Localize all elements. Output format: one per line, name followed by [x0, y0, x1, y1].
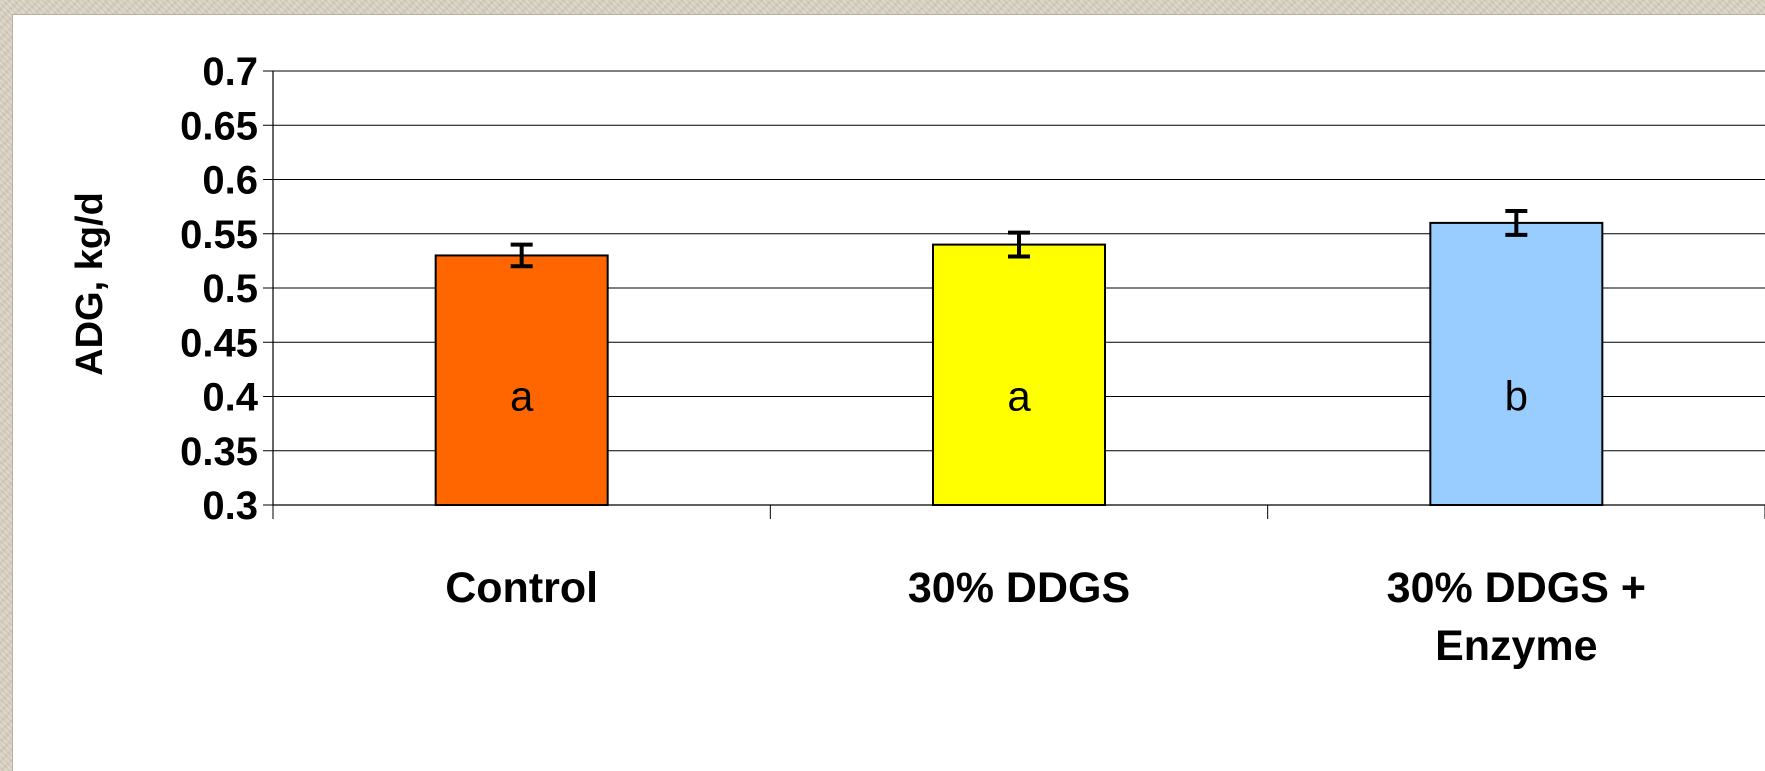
y-tick-label: 0.4: [202, 376, 258, 420]
chart-panel: 0.3 0.35 0.4 0.45 0.5 0.55 0.6 0.65 0.7 a a b Cont…: [12, 14, 1765, 771]
bar: [1429, 221, 1604, 506]
significance-letter: b: [1505, 373, 1528, 420]
x-category-label: Enzyme: [1435, 622, 1598, 670]
y-tick-label: 0.3: [202, 484, 258, 528]
significance-letter: a: [510, 373, 534, 420]
x-category-label: Control: [445, 564, 598, 612]
significance-letter: a: [1007, 373, 1031, 420]
x-category-label: 30% DDGS: [908, 564, 1130, 612]
y-axis-label: ADG, kg/d: [69, 192, 111, 376]
x-category-labels: Control 30% DDGS 30% DDGS + Enzyme: [445, 564, 1646, 670]
y-tick-label: 0.35: [180, 430, 258, 474]
bar: [932, 243, 1106, 506]
y-tick-label: 0.7: [202, 50, 258, 94]
bar-chart: 0.3 0.35 0.4 0.45 0.5 0.55 0.6 0.65 0.7 a a b Cont…: [69, 50, 1765, 670]
x-category-label: 30% DDGS +: [1387, 564, 1646, 612]
y-tick-label: 0.5: [202, 267, 258, 311]
y-tick-label: 0.55: [180, 213, 258, 257]
y-tick-label: 0.6: [202, 159, 258, 203]
bar: [434, 254, 609, 506]
y-tick-label: 0.65: [180, 104, 258, 148]
y-tick-label: 0.45: [180, 321, 258, 365]
y-tick-labels: 0.3 0.35 0.4 0.45 0.5 0.55 0.6 0.65 0.7: [180, 50, 259, 528]
